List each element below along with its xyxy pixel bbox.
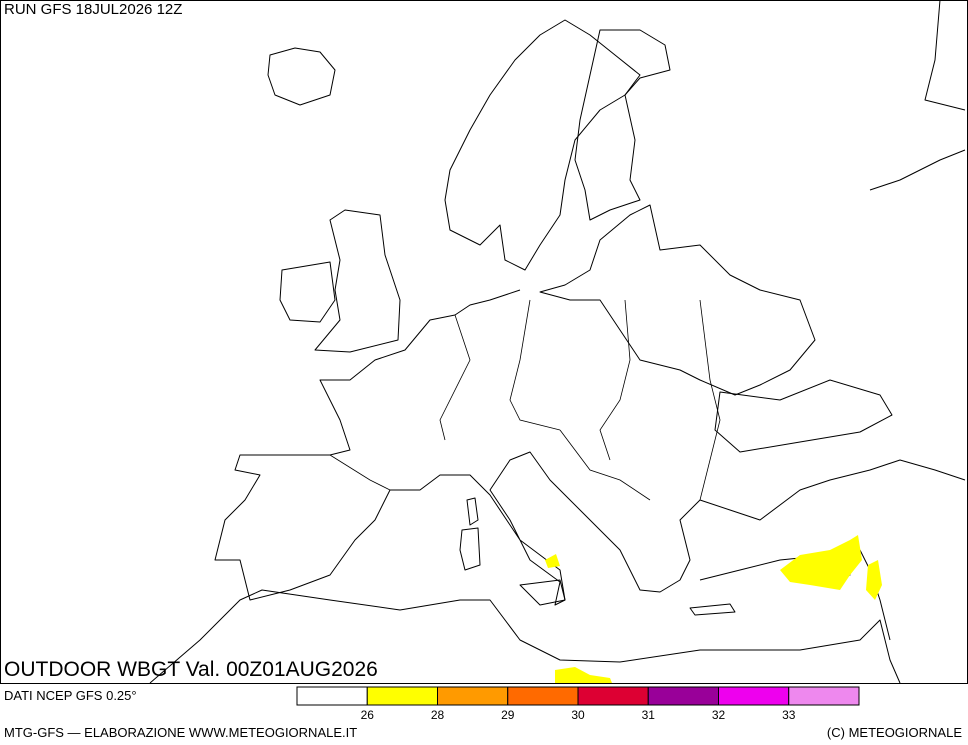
legend-tick-label: 33 <box>782 708 796 722</box>
legend-tick-label: 30 <box>571 708 585 722</box>
legend: 26 28 29 30 31 32 33 <box>296 686 860 722</box>
legend-tick-label: 28 <box>431 708 445 722</box>
legend-tick-label: 29 <box>501 708 515 722</box>
wbgt-area <box>545 554 560 568</box>
run-header: RUN GFS 18JUL2026 12Z <box>4 1 182 18</box>
wbgt-area <box>866 560 882 600</box>
wbgt-area <box>780 535 862 590</box>
data-source: DATI NCEP GFS 0.25° <box>4 688 137 703</box>
footer-right: (C) METEOGIORNALE <box>827 725 962 740</box>
map-title: OUTDOOR WBGT Val. 00Z01AUG2026 <box>4 658 378 681</box>
wbgt-areas <box>545 535 882 683</box>
legend-swatch <box>647 686 719 706</box>
legend-swatch <box>296 686 368 706</box>
legend-tick-label: 32 <box>712 708 726 722</box>
legend-swatch <box>577 686 649 706</box>
legend-swatch <box>366 686 438 706</box>
legend-swatch <box>437 686 509 706</box>
footer-left: MTG-GFS — ELABORAZIONE WWW.METEOGIORNALE… <box>4 725 357 740</box>
legend-tick-label: 31 <box>642 708 656 722</box>
borders <box>329 299 721 501</box>
legend-swatch <box>507 686 579 706</box>
legend-tick-label: 26 <box>361 708 375 722</box>
wbgt-area <box>555 667 612 683</box>
legend-swatch <box>788 686 860 706</box>
legend-swatch <box>718 686 790 706</box>
